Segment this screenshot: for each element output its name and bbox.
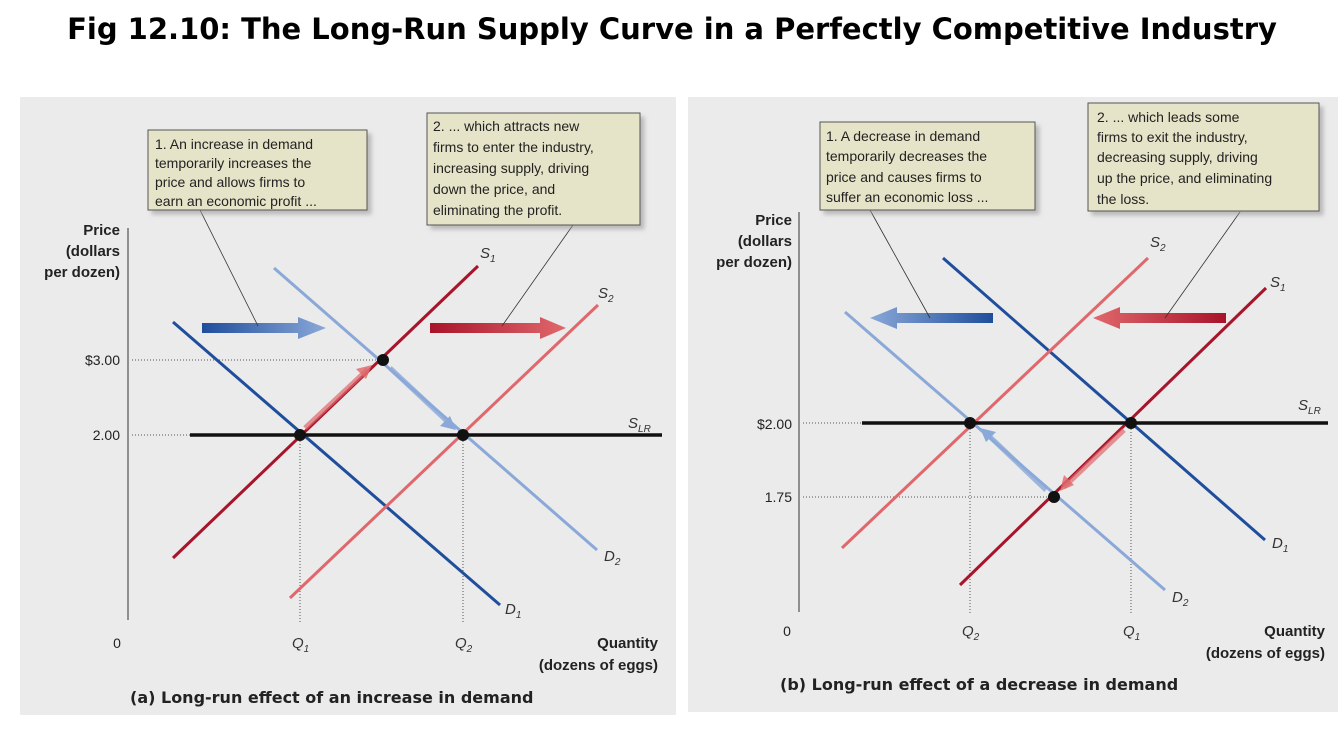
callout-text: earn an economic profit ... (155, 193, 317, 209)
label-s2: S2 (1150, 234, 1166, 254)
callout-text: suffer an economic loss ... (826, 189, 988, 205)
equilibrium-point (377, 354, 389, 366)
callout-text: down the price, and (433, 181, 555, 197)
callout-text: the loss. (1097, 191, 1149, 207)
callout-2: 2. ... which leads some firms to exit th… (1087, 102, 1320, 212)
origin-label: 0 (783, 623, 791, 639)
equilibrium-point (1048, 491, 1060, 503)
supply-curve-s2 (840, 256, 1150, 550)
equilibrium-point (294, 429, 306, 441)
movement-along-s1-arrow-icon (1062, 428, 1126, 489)
callout-text: 2. ... which attracts new (433, 118, 580, 134)
callout-text: firms to exit the industry, (1097, 129, 1248, 145)
demand-shift-left-arrow-icon (870, 307, 993, 329)
panel-b-caption: (b) Long-run effect of a decrease in dem… (780, 675, 1178, 694)
callout-text: price and allows firms to (155, 174, 305, 190)
callout-text: 2. ... which leads some (1097, 109, 1240, 125)
y-axis-label: (dollars (66, 243, 120, 260)
y-axis-label: (dollars (738, 233, 792, 250)
callout-text: temporarily increases the (155, 155, 312, 171)
x-tick-q1: Q1 (1123, 623, 1140, 643)
callout-text: increasing supply, driving (433, 160, 589, 176)
movement-along-d2-arrow-icon (388, 366, 452, 426)
label-d1: D1 (1272, 535, 1288, 555)
label-s2: S2 (598, 285, 614, 305)
label-d2: D2 (604, 548, 621, 568)
callout-text: 1. An increase in demand (155, 136, 313, 152)
figure-title: Fig 12.10: The Long-Run Supply Curve in … (67, 12, 1277, 46)
supply-shift-left-arrow-icon (1093, 307, 1226, 329)
callout-leader (1164, 211, 1241, 319)
y-axis-label: Price (755, 212, 792, 229)
y-axis-label: Price (83, 222, 120, 239)
supply-curve-s1 (958, 286, 1268, 587)
x-axis-label: Quantity (1264, 623, 1325, 640)
supply-shift-right-arrow-icon (430, 317, 566, 339)
callout-leader (501, 224, 574, 327)
callout-text: firms to enter the industry, (433, 139, 594, 155)
panel-a-caption: (a) Long-run effect of an increase in de… (130, 688, 533, 707)
demand-curve-d1 (942, 256, 1266, 542)
label-s1: S1 (480, 245, 496, 265)
x-axis-label: Quantity (597, 635, 658, 652)
callout-leader (869, 209, 931, 319)
panel-a: 1. An increase in demand temporarily inc… (20, 97, 676, 715)
x-tick-q2: Q2 (455, 635, 473, 655)
y-axis-label: per dozen) (716, 254, 792, 271)
equilibrium-point (964, 417, 976, 429)
arrowhead-icon (356, 365, 372, 379)
callout-1: 1. An increase in demand temporarily inc… (147, 129, 368, 211)
y-tick-label: $3.00 (85, 352, 120, 368)
callout-text: decreasing supply, driving (1097, 149, 1258, 165)
label-slr: SLR (1298, 397, 1321, 417)
arrowhead-icon (440, 416, 456, 430)
equilibrium-point (1125, 417, 1137, 429)
demand-curve-d1 (172, 320, 501, 607)
arrowhead-icon (980, 428, 996, 442)
x-axis-label: (dozens of eggs) (539, 657, 658, 674)
movement-along-d2-arrow-icon (984, 431, 1048, 492)
callout-1: 1. A decrease in demand temporarily decr… (819, 121, 1036, 211)
callout-text: 1. A decrease in demand (826, 128, 980, 144)
panel-b: 1. A decrease in demand temporarily decr… (688, 97, 1338, 712)
origin-label: 0 (113, 635, 121, 651)
arrowhead-icon (1060, 475, 1074, 491)
label-s1: S1 (1270, 274, 1286, 294)
callout-leader (199, 209, 259, 327)
movement-along-s1-arrow-icon (303, 367, 370, 430)
label-d1: D1 (505, 601, 521, 621)
demand-shift-right-arrow-icon (202, 317, 326, 339)
x-tick-q2: Q2 (962, 623, 980, 643)
label-d2: D2 (1172, 589, 1189, 609)
callout-2: 2. ... which attracts new firms to enter… (426, 112, 641, 226)
callout-text: eliminating the profit. (433, 202, 562, 218)
x-axis-label: (dozens of eggs) (1206, 645, 1325, 662)
equilibrium-point (457, 429, 469, 441)
supply-curve-s2 (288, 303, 600, 600)
callout-text: price and causes firms to (826, 169, 982, 185)
y-axis-label: per dozen) (44, 264, 120, 281)
callout-text: up the price, and eliminating (1097, 170, 1272, 186)
label-slr: SLR (628, 415, 651, 435)
y-tick-label: 2.00 (93, 427, 120, 443)
y-tick-label: 1.75 (765, 489, 792, 505)
y-tick-label: $2.00 (757, 416, 792, 432)
x-tick-q1: Q1 (292, 635, 309, 655)
callout-text: temporarily decreases the (826, 148, 987, 164)
